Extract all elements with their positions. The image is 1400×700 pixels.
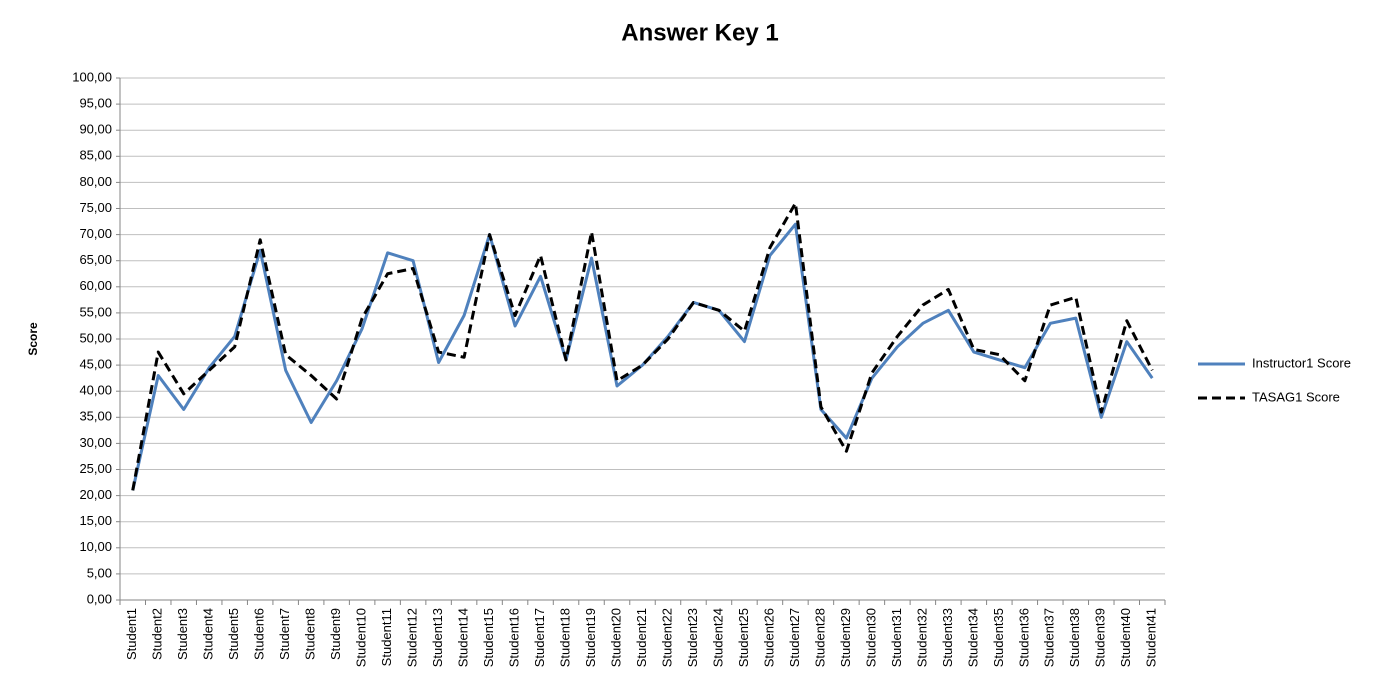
y-tick-label: 65,00 — [79, 252, 112, 267]
y-tick-label: 30,00 — [79, 435, 112, 450]
x-tick-label: Student17 — [532, 608, 547, 667]
y-tick-label: 0,00 — [87, 591, 112, 606]
y-tick-label: 80,00 — [79, 174, 112, 189]
x-tick-label: Student13 — [430, 608, 445, 667]
x-tick-label: Student35 — [991, 608, 1006, 667]
x-tick-label: Student12 — [405, 608, 420, 667]
y-tick-label: 35,00 — [79, 409, 112, 424]
x-tick-label: Student8 — [303, 608, 318, 660]
x-tick-label: Student38 — [1067, 608, 1082, 667]
legend-label: Instructor1 Score — [1252, 355, 1351, 370]
x-tick-label: Student2 — [150, 608, 165, 660]
x-tick-label: Student41 — [1144, 608, 1159, 667]
x-tick-label: Student20 — [608, 608, 623, 667]
x-tick-label: Student19 — [583, 608, 598, 667]
x-tick-label: Student1 — [124, 608, 139, 660]
y-tick-label: 55,00 — [79, 304, 112, 319]
y-axis-label: Score — [26, 322, 40, 356]
y-tick-label: 60,00 — [79, 278, 112, 293]
x-tick-label: Student26 — [761, 608, 776, 667]
x-tick-label: Student39 — [1093, 608, 1108, 667]
legend-label: TASAG1 Score — [1252, 389, 1340, 404]
x-tick-label: Student33 — [940, 608, 955, 667]
y-tick-label: 95,00 — [79, 96, 112, 111]
y-tick-label: 85,00 — [79, 148, 112, 163]
x-tick-label: Student4 — [201, 608, 216, 660]
x-tick-label: Student10 — [354, 608, 369, 667]
y-tick-label: 45,00 — [79, 357, 112, 372]
x-tick-label: Student15 — [481, 608, 496, 667]
y-tick-label: 50,00 — [79, 330, 112, 345]
y-tick-label: 20,00 — [79, 487, 112, 502]
x-tick-label: Student36 — [1016, 608, 1031, 667]
y-tick-label: 15,00 — [79, 513, 112, 528]
x-tick-label: Student3 — [175, 608, 190, 660]
x-tick-label: Student27 — [787, 608, 802, 667]
x-tick-label: Student18 — [557, 608, 572, 667]
x-tick-label: Student23 — [685, 608, 700, 667]
x-tick-label: Student9 — [328, 608, 343, 660]
y-tick-label: 25,00 — [79, 461, 112, 476]
x-tick-label: Student28 — [812, 608, 827, 667]
data-line — [131, 222, 1154, 491]
x-tick-label: Student5 — [226, 608, 241, 660]
y-tick-label: 40,00 — [79, 383, 112, 398]
x-tick-label: Student21 — [634, 608, 649, 667]
x-tick-label: Student32 — [914, 608, 929, 667]
x-tick-label: Student24 — [710, 608, 725, 667]
x-tick-label: Student11 — [379, 608, 394, 666]
x-tick-label: Student25 — [736, 608, 751, 667]
y-tick-label: 10,00 — [79, 539, 112, 554]
y-tick-label: 5,00 — [87, 565, 112, 580]
x-tick-label: Student30 — [863, 608, 878, 667]
x-tick-label: Student22 — [659, 608, 674, 667]
x-tick-label: Student6 — [252, 608, 267, 660]
x-tick-label: Student14 — [456, 608, 471, 667]
chart-title: Answer Key 1 — [621, 19, 778, 46]
x-tick-label: Student31 — [889, 608, 904, 667]
x-tick-label: Student34 — [965, 608, 980, 667]
x-tick-label: Student40 — [1118, 608, 1133, 667]
y-tick-label: 90,00 — [79, 122, 112, 137]
data-line — [131, 201, 1154, 491]
y-tick-label: 100,00 — [72, 69, 112, 84]
x-tick-label: Student16 — [506, 608, 521, 667]
y-tick-label: 75,00 — [79, 200, 112, 215]
x-tick-label: Student29 — [838, 608, 853, 667]
x-tick-label: Student7 — [277, 608, 292, 660]
x-tick-label: Student37 — [1042, 608, 1057, 667]
y-tick-label: 70,00 — [79, 226, 112, 241]
